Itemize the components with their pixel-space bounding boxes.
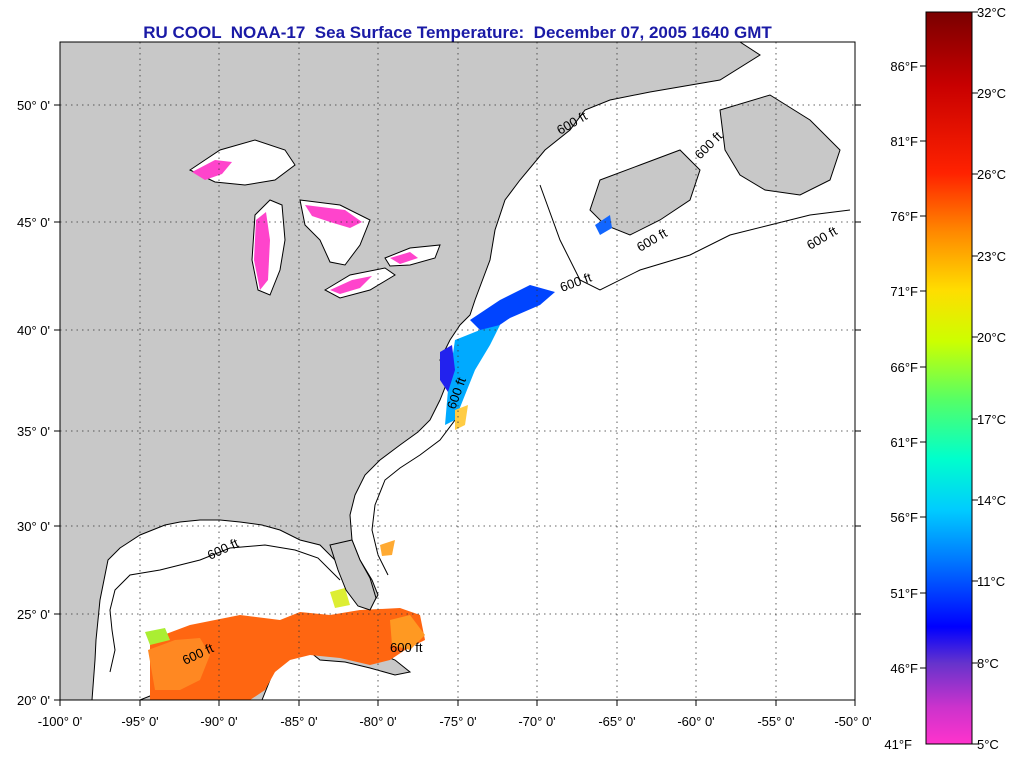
colorbar-fahrenheit-label: 76°F (890, 209, 918, 224)
lon-label: -55° 0' (757, 714, 794, 729)
land-newfoundland (719, 94, 841, 196)
colorbar-celsius-label: 8°C (977, 656, 999, 671)
lat-label: 20° 0' (17, 693, 50, 708)
lon-label: -50° 0' (834, 714, 871, 729)
colorbar-gradient (925, 11, 973, 745)
lake-superior-cold (192, 160, 232, 180)
sst-gulf-orange (148, 638, 210, 690)
graticule (60, 42, 855, 700)
lon-label: -85° 0' (280, 714, 317, 729)
sst-midatlantic-cold (470, 285, 555, 335)
colorbar-fahrenheit-label: 81°F (890, 134, 918, 149)
colorbar-celsius-label: 26°C (977, 167, 1006, 182)
lake-erie-cold (330, 276, 372, 294)
lon-label: -70° 0' (518, 714, 555, 729)
lat-labels: 20° 0' 25° 0' 30° 0' 35° 0' 40° 0' 45° 0… (17, 98, 50, 708)
lon-label: -95° 0' (121, 714, 158, 729)
colorbar-fahrenheit-label: 51°F (890, 586, 918, 601)
map-title: RU COOL NOAA-17 Sea Surface Temperature:… (143, 23, 772, 42)
lat-label: 50° 0' (17, 98, 50, 113)
colorbar-fahrenheit-label: 71°F (890, 284, 918, 299)
sst-gulf-lime (145, 628, 170, 645)
sst-bahamas-orange (390, 615, 425, 650)
colorbar-celsius-label: 5°C (977, 737, 999, 752)
colorbar-fahrenheit-label: 56°F (890, 510, 918, 525)
colorbar-fahrenheit-label: 46°F (890, 661, 918, 676)
colorbar: 32°C 29°C 26°C 23°C 20°C 17°C 14°C 11°C … (884, 5, 1006, 752)
land-maritimes (589, 149, 701, 236)
tick-marks (54, 104, 861, 706)
sst-northeast-blue (595, 215, 612, 235)
land-florida (329, 539, 377, 611)
lon-label: -75° 0' (439, 714, 476, 729)
colorbar-celsius-label: 32°C (977, 5, 1006, 20)
colorbar-celsius-label: 14°C (977, 493, 1006, 508)
colorbar-celsius-label: 11°C (977, 574, 1005, 589)
lon-label: -90° 0' (200, 714, 237, 729)
sst-florida-yellow (330, 588, 350, 608)
lon-label: -80° 0' (359, 714, 396, 729)
lat-label: 35° 0' (17, 424, 50, 439)
sst-atlantic-orange (380, 540, 395, 556)
colorbar-celsius-label: 23°C (977, 249, 1006, 264)
lake-huron-cold (305, 205, 362, 228)
lon-labels: -100° 0' -95° 0' -90° 0' -85° 0' -80° 0'… (38, 714, 872, 729)
lon-label: -100° 0' (38, 714, 83, 729)
shelf-contour-gulf (109, 544, 341, 673)
lat-label: 25° 0' (17, 607, 50, 622)
colorbar-celsius-label: 20°C (977, 330, 1006, 345)
lat-label: 40° 0' (17, 323, 50, 338)
sst-midatlantic-cyan (445, 325, 500, 425)
map-area (60, 42, 855, 700)
colorbar-ticks (920, 11, 978, 745)
colorbar-fahrenheit-label: 41°F (884, 737, 912, 752)
colorbar-fahrenheit-label: 86°F (890, 59, 918, 74)
lon-label: -60° 0' (677, 714, 714, 729)
shelf-contour-north (539, 184, 851, 291)
lat-label: 30° 0' (17, 519, 50, 534)
contour-label-florida: 600 ft (390, 640, 423, 655)
lon-label: -65° 0' (598, 714, 635, 729)
lake-ontario-cold (390, 252, 418, 264)
lake-michigan-cold (254, 212, 270, 290)
colorbar-fahrenheit-label: 61°F (890, 435, 918, 450)
sst-chesapeake-blue (440, 345, 455, 392)
colorbar-fahrenheit-label: 66°F (890, 360, 918, 375)
colorbar-celsius-label: 17°C (977, 412, 1006, 427)
lat-label: 45° 0' (17, 215, 50, 230)
colorbar-celsius-label: 29°C (977, 86, 1006, 101)
